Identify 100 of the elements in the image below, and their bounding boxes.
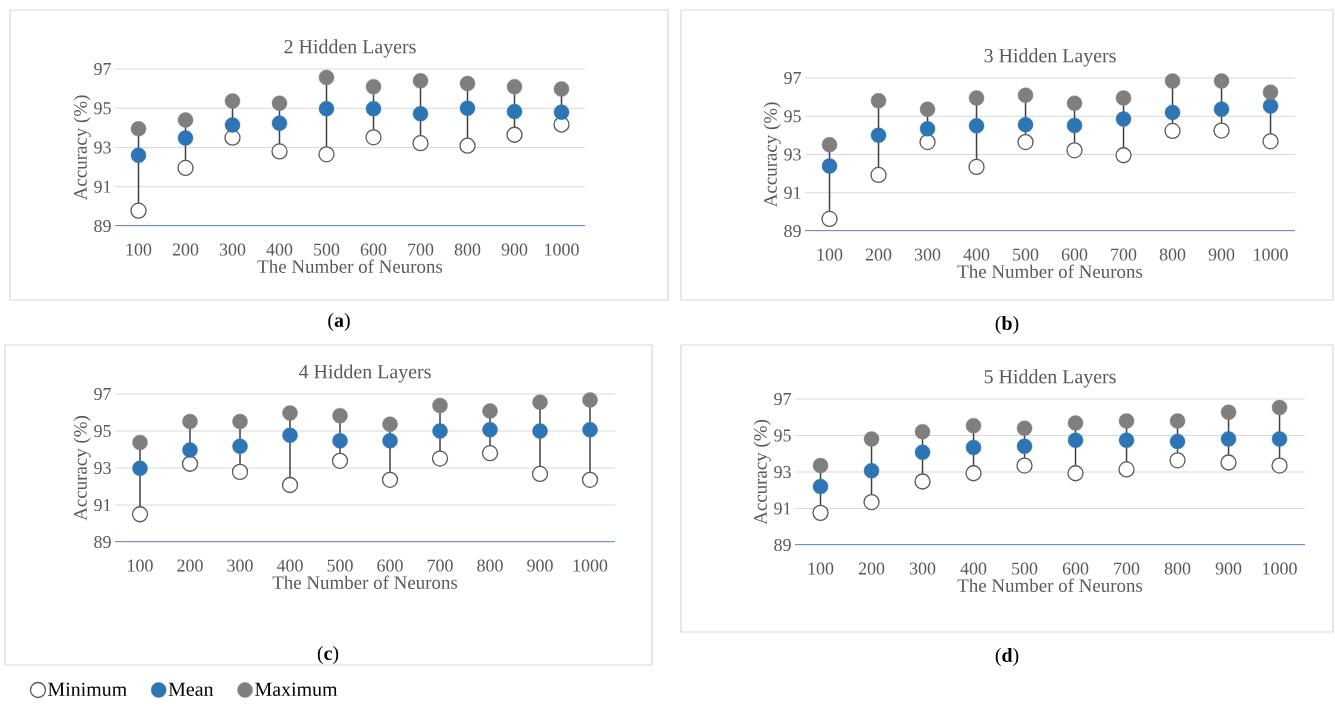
y-tick-label: 93 xyxy=(94,141,111,154)
point xyxy=(481,445,499,462)
point xyxy=(532,394,548,410)
x-tick-label: 500 xyxy=(327,559,353,572)
point xyxy=(318,100,335,117)
x-tick-label: 200 xyxy=(858,562,885,575)
point xyxy=(130,202,147,219)
point xyxy=(1066,142,1083,159)
point xyxy=(332,433,348,449)
point xyxy=(582,422,598,438)
point xyxy=(1220,404,1237,421)
point xyxy=(177,130,194,146)
point xyxy=(365,129,382,146)
legend-label: Minimum xyxy=(48,682,127,697)
x-tick-label: 500 xyxy=(314,243,340,256)
point xyxy=(1164,104,1181,121)
point xyxy=(919,121,936,137)
x-tick-label: 400 xyxy=(960,562,987,575)
point xyxy=(821,158,838,174)
x-tick-label: 1000 xyxy=(1254,248,1288,261)
point xyxy=(968,118,985,134)
x-tick-label: 600 xyxy=(377,559,403,572)
point xyxy=(412,73,429,89)
x-tick-label: 700 xyxy=(1114,562,1140,575)
point xyxy=(1164,122,1181,140)
x-tick-label: 300 xyxy=(219,243,246,256)
point xyxy=(318,69,335,86)
point xyxy=(130,121,147,137)
point xyxy=(1017,133,1034,151)
point xyxy=(506,78,523,95)
point xyxy=(870,93,887,109)
point xyxy=(1271,457,1288,474)
point xyxy=(914,444,931,460)
point xyxy=(271,115,288,131)
point xyxy=(553,81,570,97)
point xyxy=(232,438,248,455)
x-tick-label: 300 xyxy=(914,248,941,261)
point xyxy=(1271,399,1288,416)
point xyxy=(1213,122,1230,139)
x-tick-label: 400 xyxy=(963,248,990,261)
point xyxy=(1017,116,1034,133)
point xyxy=(581,471,599,488)
point xyxy=(870,166,887,184)
point xyxy=(1066,95,1083,111)
point xyxy=(1067,465,1084,482)
point xyxy=(482,422,498,438)
point xyxy=(431,450,449,467)
point xyxy=(1118,413,1135,429)
point xyxy=(182,442,198,458)
point xyxy=(965,465,982,482)
chart-title: 4 Hidden Layers xyxy=(299,364,431,383)
point xyxy=(863,463,880,479)
point xyxy=(412,106,429,122)
point xyxy=(459,100,476,116)
x-tick-label: 300 xyxy=(909,562,936,575)
point xyxy=(1169,452,1186,469)
point xyxy=(365,78,382,95)
point xyxy=(382,416,398,432)
point xyxy=(224,93,241,109)
x-tick-label: 100 xyxy=(126,243,152,256)
point xyxy=(1271,431,1288,447)
point xyxy=(132,460,148,477)
point xyxy=(1164,73,1181,89)
text: (d) xyxy=(995,647,1019,667)
point xyxy=(1262,133,1279,150)
chart-title: 2 Hidden Layers xyxy=(284,39,416,58)
legend-label: Mean xyxy=(168,682,214,696)
point xyxy=(1016,438,1033,454)
y-tick-label: 95 xyxy=(94,424,111,438)
text: (b) xyxy=(995,315,1019,335)
y-tick-label: 91 xyxy=(784,186,801,199)
y-axis-title: Accuracy (%) xyxy=(753,420,771,525)
point xyxy=(1017,87,1034,103)
y-tick-label: 95 xyxy=(784,110,801,123)
y-tick-label: 91 xyxy=(94,180,111,193)
point xyxy=(282,405,298,421)
point xyxy=(1169,413,1186,429)
y-axis-title: Accuracy (%) xyxy=(73,95,91,201)
x-tick-label: 500 xyxy=(1012,562,1038,575)
x-tick-label: 100 xyxy=(128,559,153,572)
point xyxy=(506,103,523,120)
point xyxy=(232,413,248,430)
point xyxy=(1067,432,1084,448)
point xyxy=(130,147,147,164)
x-tick-label: 200 xyxy=(865,248,892,261)
y-tick-label: 89 xyxy=(774,538,791,552)
x-axis-title: The Number of Neurons xyxy=(272,575,458,589)
x-tick-label: 900 xyxy=(1215,562,1242,575)
point xyxy=(381,471,399,488)
point xyxy=(1118,432,1135,448)
x-tick-label: 700 xyxy=(408,243,434,256)
x-tick-label: 600 xyxy=(360,243,387,256)
point xyxy=(821,137,838,153)
point xyxy=(1213,73,1230,89)
x-tick-label: 400 xyxy=(276,559,303,572)
y-tick-label: 89 xyxy=(94,219,111,233)
point xyxy=(531,465,549,483)
point xyxy=(181,455,199,472)
y-tick-label: 93 xyxy=(784,148,801,161)
point xyxy=(965,439,982,456)
